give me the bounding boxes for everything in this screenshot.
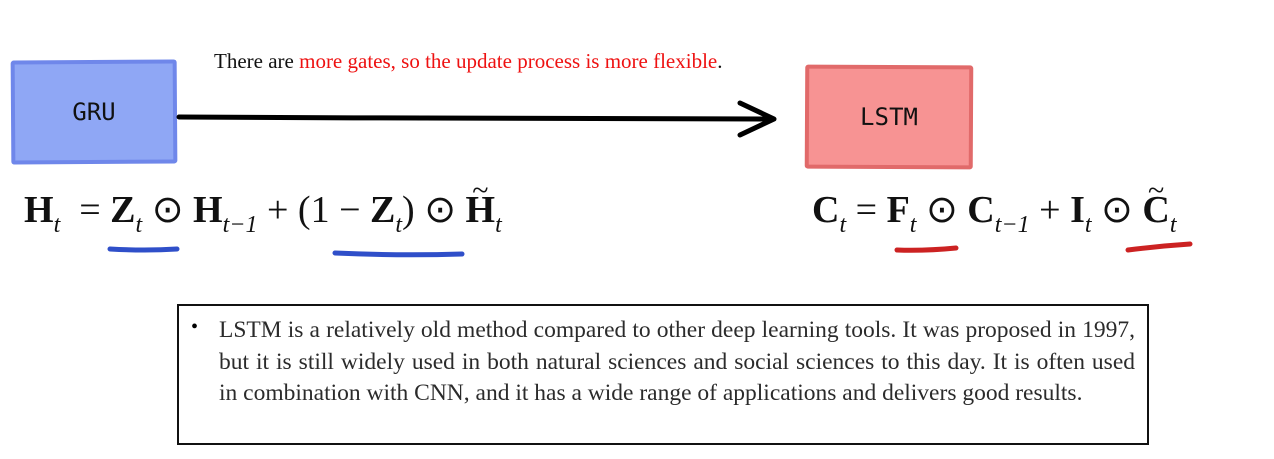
eq-H-tilde: H [466,191,496,229]
gru-equation: Ht = Zt ⊙ Ht−1 + (1 − Zt) ⊙ Ht [24,191,502,237]
arrow-annotation: There are more gates, so the update proc… [214,47,734,75]
info-text: LSTM is a relatively old method compared… [219,317,1135,406]
note-highlight: more gates, so the update process is mor… [299,49,718,73]
note-suffix: . [717,49,723,73]
underline-gru-oneminusz [332,250,465,258]
underline-lstm-f [894,245,959,253]
eq-F: F [886,189,910,231]
eq-Z: Z [110,189,136,231]
bullet-icon: • [191,316,199,338]
odot-symbol: ⊙ [151,189,184,231]
lstm-equation: Ct = Ft ⊙ Ct−1 + It ⊙ Ct [812,191,1177,237]
underline-gru-z [107,246,180,253]
eq-H: H [24,189,54,231]
info-box: • LSTM is a relatively old method compar… [177,304,1149,445]
underline-lstm-i [1125,241,1193,253]
eq-C: C [812,189,840,231]
eq-I: I [1070,189,1085,231]
eq-C-tilde: C [1142,191,1169,229]
eq-equals: = [79,189,101,231]
gru-to-lstm-arrow [176,114,775,122]
note-prefix: There are [214,49,300,73]
arrowhead-icon [737,100,777,138]
